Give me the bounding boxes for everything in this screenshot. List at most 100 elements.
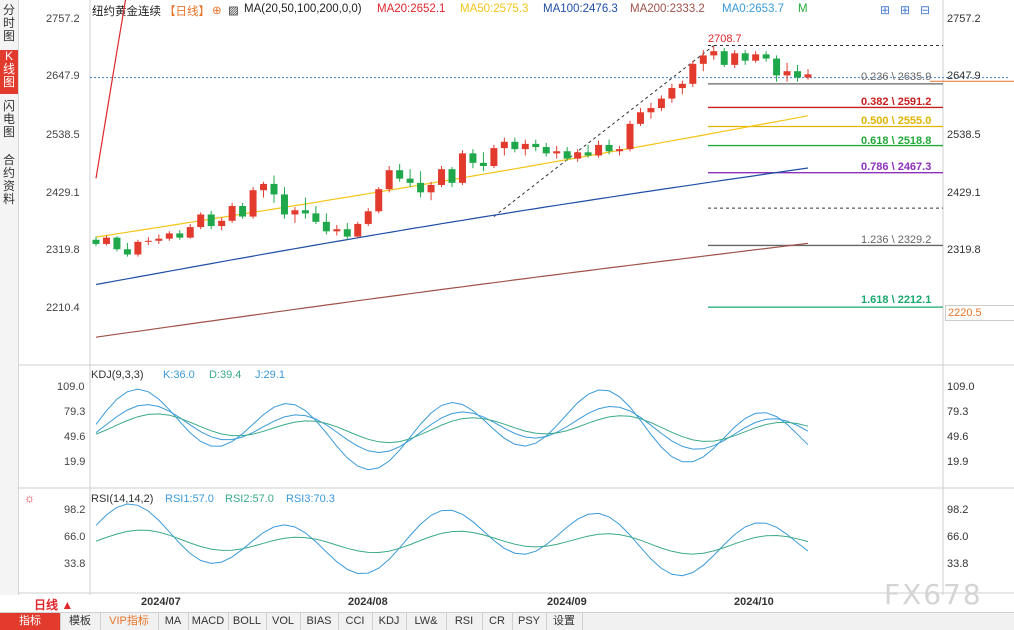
candle-body [490,148,498,167]
candle-body [574,152,582,159]
period-label[interactable]: 【日线】 [164,6,210,18]
toolbar-indicator[interactable]: 指标 [0,613,61,630]
rsi-1: RSI1:57.0 [165,493,214,505]
candle-body [92,239,100,244]
candle-body [783,71,791,76]
candle-body [657,98,665,109]
period-dropdown[interactable]: 日线 ▲ [34,598,74,612]
left-price-tick: 2429.1 [46,187,80,199]
toolbar-bias[interactable]: BIAS [300,613,339,630]
candle-body [720,51,728,65]
rsi-tick: 33.8 [947,558,969,570]
candle-body [668,88,676,99]
peak-label: 2708.7 [708,33,742,45]
candle-body [605,144,613,152]
candle-body [155,238,163,241]
rsi-title: RSI(14,14,2) [91,493,154,505]
toolbar-boll[interactable]: BOLL [228,613,267,630]
candle-body [521,143,529,150]
candle-body [280,194,288,215]
toolbar-rsi[interactable]: RSI [446,613,483,630]
kdj-tick: 49.6 [947,431,969,443]
tab-lightning[interactable]: 闪电图 [2,99,15,139]
price-tick: 2538.5 [947,129,981,141]
left-price-tick: 2757.2 [46,13,80,25]
left-tab-strip: 分时图 K线图 闪电图 合约资料 [0,0,19,595]
left-price-tick: 2538.5 [46,129,80,141]
date-tick: 2024/10 [734,596,774,608]
rsi-tick: 66.0 [947,531,969,543]
toolbar-template[interactable]: 模板 [60,613,101,630]
ma200-value: MA200:2333.2 [630,3,705,15]
candle-body [364,211,372,224]
candle-body [186,227,194,238]
date-tick: 2024/07 [141,596,181,608]
kdj-k: K:36.0 [163,369,195,381]
toolbar-psy[interactable]: PSY [512,613,547,630]
zoom-in-icon[interactable]: ⊞ [900,3,911,17]
watermark: FX678 [884,578,983,611]
toolbar-cr[interactable]: CR [482,613,513,630]
toolbar-vol[interactable]: VOL [266,613,301,630]
kdj-j-line [95,388,809,471]
date-tick: 2024/09 [547,596,587,608]
kdj-d: D:39.4 [209,369,242,381]
toolbar-macd[interactable]: MACD [188,613,229,630]
rsi-tick: 98.2 [947,504,969,516]
candle-body [773,58,781,76]
candle-body [438,169,446,185]
kdj-tick: 49.6 [64,431,86,443]
kdj-tick: 79.3 [64,406,86,418]
candle-body [165,233,173,239]
fib-0236: 0.236 \ 2635.9 [861,71,932,83]
kdj-tick: 109.0 [57,381,85,393]
candle-body [343,229,351,237]
tab-timeshare[interactable]: 分时图 [2,3,15,43]
settings-icon[interactable]: ⊕ [212,5,222,17]
candle-body [626,123,634,150]
toolbar-lw[interactable]: LW& [406,613,447,630]
candle-body [134,241,142,255]
toolbar-vip[interactable]: VIP指标 [100,613,159,630]
candle-body [542,147,550,154]
main-chart[interactable] [0,0,1014,595]
ma100-value: MA100:2476.3 [543,3,618,15]
candle-body [123,249,131,255]
candle-body [762,54,770,59]
kdj-k-line [95,404,809,454]
rsi-2: RSI2:57.0 [225,493,274,505]
candle-body [678,83,686,89]
candle-body [260,183,268,191]
candle-body [741,53,749,61]
kdj-j: J:29.1 [255,369,285,381]
toolbar-cci[interactable]: CCI [338,613,373,630]
candle-body [731,53,739,65]
candle-body [197,214,205,228]
tab-kline[interactable]: K线图 [0,50,18,94]
candle-body [479,162,487,167]
candle-body [333,229,341,232]
candle-body [458,153,466,183]
layout-icon[interactable]: ⊟ [920,3,931,17]
kdj-d-line [95,413,809,444]
tab-contract-info[interactable]: 合约资料 [2,153,15,206]
ma200-line [95,242,809,338]
toolbar-ma[interactable]: MA [158,613,189,630]
sun-icon[interactable]: ☼ [24,491,35,505]
candle-body [207,214,215,227]
candle-body [270,183,278,195]
candle-body [102,237,110,244]
chart-type-icon[interactable]: ▨ [228,5,239,17]
kdj-tick: 79.3 [947,406,969,418]
kdj-tick: 109.0 [947,381,975,393]
price-tick: 2429.1 [947,187,981,199]
fib-1236: 1.236 \ 2329.2 [861,234,932,246]
fullscreen-icon[interactable]: ⊞ [880,3,891,17]
fib-0786: 0.786 \ 2467.3 [861,161,932,173]
toolbar-settings[interactable]: 设置 [546,613,583,630]
rsi-3: RSI3:70.3 [286,493,335,505]
candle-body [584,152,592,156]
candle-body [469,153,477,163]
candle-body [710,51,718,56]
toolbar-kdj[interactable]: KDJ [372,613,407,630]
